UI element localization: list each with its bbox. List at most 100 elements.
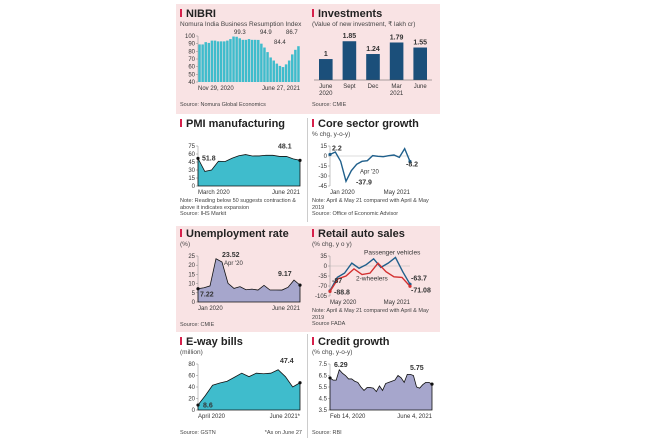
endpoint	[408, 284, 412, 288]
panel-investments: Investments (Value of new investment, ₹ l…	[310, 6, 438, 114]
bar	[235, 36, 238, 82]
chart-source: Source: CMIE	[180, 322, 215, 328]
endpoint	[298, 283, 302, 287]
y-tick-label: 10	[188, 282, 195, 288]
area	[329, 368, 433, 411]
y-tick-label: 60	[188, 374, 195, 380]
panel-pmi: PMI manufacturing 0 15 30 45 60 75 March 2020 Ju…	[178, 116, 306, 224]
chart-subtitle: (million)	[180, 349, 203, 356]
chart-auto: -105 -70 -35 0 35 May 2020 May 2021 Passenger v…	[315, 250, 431, 306]
y-tick-label: 90	[188, 42, 195, 48]
chart-source: Source: GSTN	[180, 430, 216, 436]
chart-title: Investments	[312, 8, 382, 21]
x-tick-label: Dec	[368, 84, 379, 90]
x-tick-label: Jan 2020	[330, 190, 355, 196]
bar	[366, 54, 380, 80]
area	[197, 258, 301, 303]
y-tick-label: 45	[188, 160, 195, 166]
chart-core: -45 -30 -15 0 15 Jan 2020 May 2021 2.2 -37.9 Apr …	[318, 144, 418, 196]
annotation: -87	[332, 278, 342, 285]
bar	[229, 39, 232, 82]
annotation: 86.7	[286, 30, 298, 36]
annotation: 8.6	[203, 403, 213, 410]
chart-subtitle: % chg, y-o-y)	[312, 131, 351, 138]
endpoint	[298, 381, 302, 385]
bar	[297, 46, 300, 82]
y-tick-label: 4.5	[319, 397, 328, 403]
bar	[210, 40, 214, 82]
label: 48.1	[278, 144, 292, 151]
label: -71.08	[411, 287, 431, 294]
annotation: Apr '20	[360, 169, 379, 175]
x-tick-label: June	[414, 84, 428, 90]
label: -8.2	[406, 162, 418, 169]
label: -63.7	[411, 275, 427, 282]
x-tick-label: May 2021	[384, 300, 411, 306]
y-tick-label: 30	[188, 168, 195, 174]
bar	[266, 52, 269, 82]
bar	[241, 39, 245, 82]
bar	[244, 39, 248, 82]
chart-subtitle: (% chg, y-o-y)	[312, 349, 353, 356]
y-tick-label: 0	[324, 264, 328, 270]
chart-title: Retail auto sales	[312, 228, 405, 241]
data-label: 1.85	[343, 33, 357, 40]
chart-footnote: *As on June 27	[264, 430, 302, 436]
label: 47.4	[280, 358, 294, 365]
x-tick-label: June 2021	[272, 306, 301, 312]
y-tick-label: 5.5	[319, 385, 328, 391]
annotation: 84.4	[274, 40, 286, 46]
endpoint	[430, 382, 434, 386]
bar	[250, 39, 254, 82]
chart-pmi: 0 15 30 45 60 75 March 2020 June 2021 51.8 48.1	[188, 144, 302, 196]
chart-source: Source: Nomura Global Economics	[180, 102, 266, 108]
bar	[219, 41, 223, 82]
chart-source: Note: April & May 21 compared with April…	[312, 198, 429, 217]
bar	[272, 60, 275, 82]
label: 5.75	[410, 365, 424, 372]
bar	[287, 60, 291, 82]
panel-core: Core sector growth% chg, y-o-y) -45 -30 -15…	[310, 116, 438, 224]
x-tick-label: Nov 29, 2020	[198, 86, 234, 92]
y-tick-label: 6.5	[319, 374, 328, 380]
y-tick-label: -15	[318, 164, 327, 170]
label: 9.17	[278, 271, 292, 278]
endpoint	[328, 376, 332, 380]
y-tick-label: -45	[318, 184, 327, 190]
y-tick-label: 50	[188, 72, 195, 78]
annotation: 94.9	[260, 30, 272, 36]
bar	[281, 67, 285, 82]
x-tick-label: May 2020	[330, 300, 357, 306]
annotation: 51.8	[202, 155, 216, 162]
bar	[238, 38, 241, 82]
label: -88.8	[334, 290, 350, 297]
x-tick-label: April 2020	[198, 414, 226, 420]
divider	[307, 118, 308, 222]
x-tick-label: May 2021	[384, 190, 411, 196]
chart-source: Note: Reading below 50 suggests contract…	[180, 198, 296, 217]
bar	[269, 57, 272, 82]
series-line	[329, 262, 411, 292]
x-tick-label: 2020	[319, 91, 333, 97]
y-tick-label: 0	[324, 154, 328, 160]
bar	[207, 42, 211, 82]
y-tick-label: 3.5	[319, 408, 328, 414]
bar	[226, 40, 229, 82]
endpoint	[196, 287, 200, 291]
bar	[263, 47, 266, 82]
x-tick-label: June 2021*	[270, 414, 301, 420]
x-tick-label: June 4, 2021	[397, 414, 432, 420]
bar	[291, 54, 294, 82]
chart-unemp: 0 5 10 15 20 25 Jan 2020 June 2021 23.52 Apr '20 7…	[188, 252, 302, 312]
bar	[413, 47, 427, 80]
y-tick-label: 0	[192, 408, 196, 414]
y-tick-label: -35	[318, 274, 327, 280]
y-tick-label: 60	[188, 152, 195, 158]
chart-title: PMI manufacturing	[180, 118, 285, 131]
bar	[213, 40, 217, 82]
y-tick-label: 0	[192, 184, 196, 190]
endpoint	[408, 159, 412, 164]
y-tick-label: 60	[188, 65, 195, 71]
panel-eway: E-way bills (million) 0 20 40 60 80 April 2020 J…	[178, 334, 306, 442]
bar	[257, 39, 260, 82]
